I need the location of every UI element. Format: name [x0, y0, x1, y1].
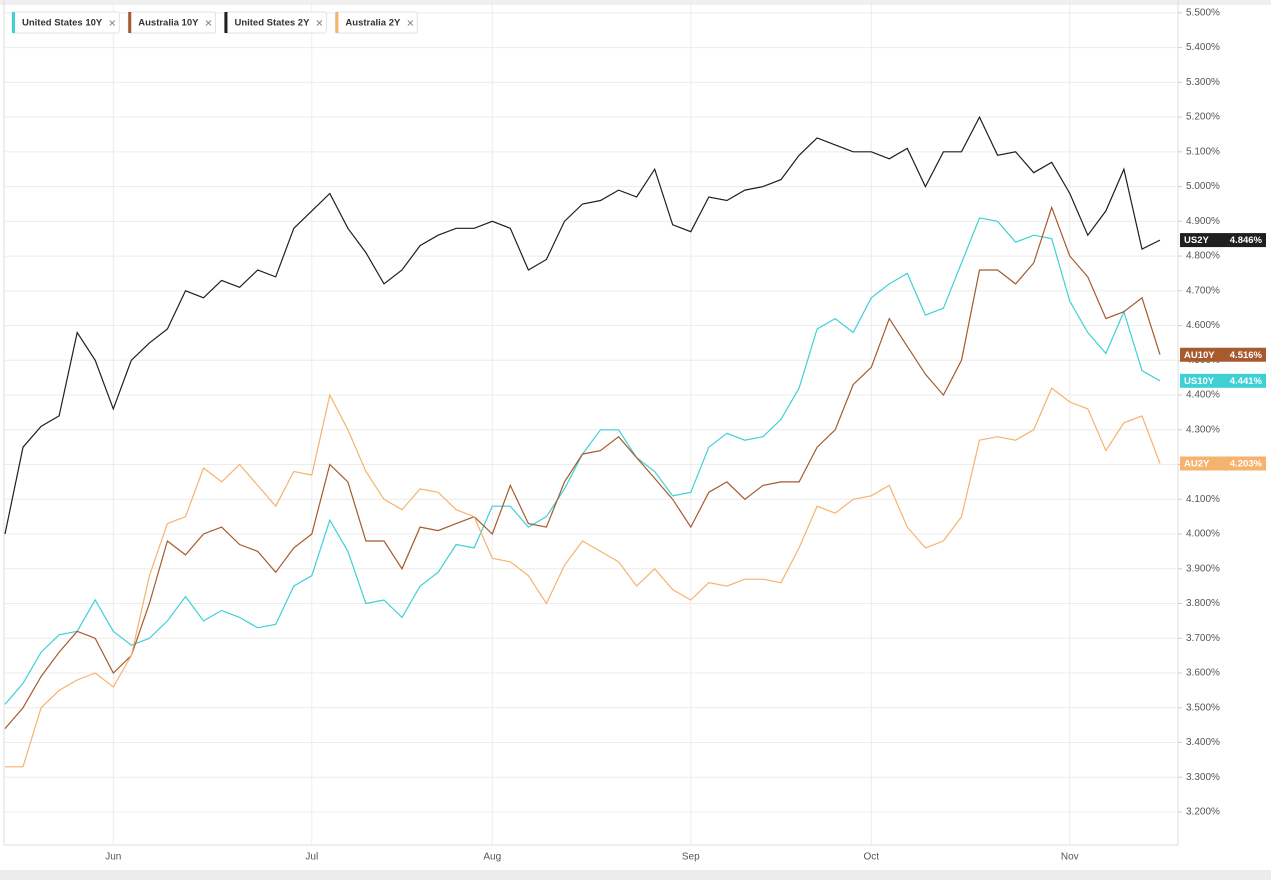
y-tick-label: 4.100% [1186, 494, 1220, 505]
x-tick-label: Sep [682, 852, 700, 863]
end-value-label: 4.516% [1230, 350, 1263, 361]
y-tick-label: 3.300% [1186, 772, 1220, 783]
end-tag: AU2Y [1184, 459, 1210, 470]
legend: United States 10Y Australia 10Y United Sta… [11, 11, 418, 34]
legend-item[interactable]: Australia 10Y [127, 11, 216, 34]
legend-swatch [224, 12, 228, 33]
y-tick-label: 5.200% [1186, 112, 1220, 123]
legend-close-icon [316, 20, 323, 26]
legend-label: United States 2Y [234, 18, 310, 29]
y-tick-label: 4.000% [1186, 529, 1220, 540]
legend-close-icon [109, 20, 116, 26]
y-tick-label: 3.600% [1186, 668, 1220, 679]
y-tick-label: 5.400% [1186, 42, 1220, 53]
y-tick-label: 4.800% [1186, 251, 1220, 262]
legend-label: Australia 10Y [138, 18, 199, 29]
x-tick-label: Oct [863, 852, 879, 863]
legend-swatch [12, 12, 15, 33]
bottom-strip [0, 870, 1271, 880]
legend-item[interactable]: Australia 2Y [334, 11, 418, 34]
legend-swatch [128, 12, 132, 33]
end-value-label: 4.441% [1230, 376, 1263, 387]
series-line [4, 115, 1161, 535]
legend-swatch [335, 12, 339, 33]
y-tick-label: 3.700% [1186, 633, 1220, 644]
y-tick-label: 3.900% [1186, 563, 1220, 574]
y-tick-label: 5.000% [1186, 181, 1220, 192]
end-tag: AU10Y [1184, 350, 1215, 361]
x-tick-label: Jun [105, 852, 121, 863]
lines [4, 115, 1161, 768]
grid [5, 0, 1178, 845]
legend-item[interactable]: United States 2Y [223, 11, 327, 34]
y-tick-label: 3.500% [1186, 702, 1220, 713]
legend-label: United States 10Y [22, 18, 103, 29]
series-line [4, 205, 1161, 729]
y-tick-label: 5.100% [1186, 146, 1220, 157]
legend-label: Australia 2Y [345, 18, 401, 29]
legend-close-icon [205, 20, 212, 26]
x-tick-label: Nov [1061, 852, 1079, 863]
y-tick-label: 3.200% [1186, 807, 1220, 818]
y-tick-label: 5.300% [1186, 77, 1220, 88]
end-badge [1180, 347, 1266, 362]
top-strip [0, 0, 1271, 5]
end-badge [1180, 456, 1266, 471]
y-tick-label: 4.300% [1186, 424, 1220, 435]
y-tick-label: 4.400% [1186, 390, 1220, 401]
end-badge [1180, 373, 1266, 388]
y-tick-label: 3.800% [1186, 598, 1220, 609]
y-tick-label: 3.400% [1186, 737, 1220, 748]
end-value-label: 4.846% [1230, 235, 1263, 246]
y-tick-label: 4.900% [1186, 216, 1220, 227]
y-tick-label: 5.500% [1186, 7, 1220, 18]
end-badge [1180, 233, 1266, 248]
series-line [5, 387, 1161, 768]
end-value-label: 4.203% [1230, 459, 1263, 470]
x-tick-label: Aug [483, 852, 501, 863]
y-tick-label: 4.700% [1186, 285, 1220, 296]
x-tick-label: Jul [305, 852, 318, 863]
legend-close-icon [407, 20, 414, 26]
end-tag: US2Y [1184, 235, 1209, 246]
legend-item[interactable]: United States 10Y [11, 11, 120, 34]
end-tag: US10Y [1184, 376, 1215, 387]
y-tick-label: 4.600% [1186, 320, 1220, 331]
